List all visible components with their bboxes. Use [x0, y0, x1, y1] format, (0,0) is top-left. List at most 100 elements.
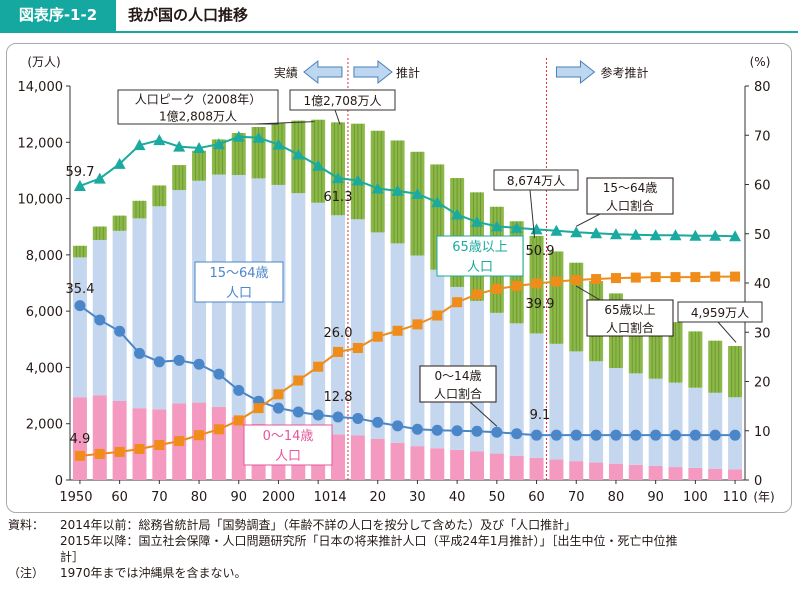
marker-ratio-65-plus	[531, 278, 542, 289]
right-tick-label: 50	[754, 228, 771, 243]
marker-ratio-0-14	[550, 429, 562, 441]
bar-age-15-64	[648, 378, 663, 466]
marker-ratio-15-64	[411, 187, 424, 199]
note-row: 資料： 2014年以前：総務省統計局「国勢調査」（年齢不詳の人口を按分して含めた）…	[8, 517, 677, 533]
bar-age-15-64	[331, 215, 346, 435]
bar-age-15-64	[72, 257, 87, 398]
callout-2110-box	[677, 301, 763, 323]
arrow-suikei-icon	[353, 59, 393, 85]
right-tick-label: 10	[754, 425, 771, 440]
marker-ratio-15-64	[470, 215, 483, 227]
x-tick-label: 20	[369, 490, 386, 505]
callout-peak-text: 1億2,808万人	[159, 110, 237, 124]
marker-ratio-0-14	[233, 384, 245, 396]
arrow-sankou-icon	[555, 59, 596, 85]
value-label-35-4: 35.4	[66, 282, 95, 297]
x-tick-label: 30	[409, 490, 426, 505]
callout-peak-text: 人口ピーク（2008年）	[135, 93, 262, 107]
label-014-ratio-text: 人口割合	[434, 386, 482, 401]
note-row: （注） 1970年までは沖縄県を含まない。	[8, 565, 677, 581]
marker-ratio-65-plus	[452, 297, 463, 308]
label-1564-ratio-text: 15～64歳	[603, 181, 658, 195]
right-tick-label: 0	[754, 474, 762, 489]
right-tick-label: 40	[754, 277, 771, 292]
value-label-50-9: 50.9	[526, 244, 555, 259]
bar-age-0-14	[529, 457, 544, 480]
bar-age-0-14	[569, 461, 584, 480]
x-tick-label: 40	[449, 490, 466, 505]
marker-ratio-15-64	[292, 148, 305, 160]
bar-age-15-64	[489, 312, 504, 454]
phase-label-suikei: 推計	[396, 65, 420, 80]
label-1564-ratio-text: 人口割合	[606, 198, 654, 213]
phase-label-jisseki: 実績	[274, 65, 298, 80]
marker-ratio-0-14	[272, 402, 284, 414]
label-014-ratio-leader	[469, 401, 498, 427]
marker-ratio-65-plus	[293, 375, 304, 386]
right-tick-label: 60	[754, 179, 771, 194]
bar-age-15-64	[132, 218, 147, 409]
x-tick-label: 60	[528, 490, 545, 505]
marker-ratio-15-64	[590, 227, 603, 239]
right-tick-label: 80	[754, 80, 771, 95]
marker-ratio-15-64	[133, 139, 146, 151]
marker-ratio-0-14	[352, 412, 364, 424]
right-tick-label: 70	[754, 129, 771, 144]
label-014-ratio-text: 0～14歳	[435, 369, 482, 383]
marker-ratio-15-64	[510, 221, 523, 233]
bar-age-0-14	[331, 434, 346, 480]
marker-ratio-0-14	[94, 314, 106, 326]
marker-ratio-65-plus	[273, 389, 284, 400]
marker-ratio-15-64	[371, 182, 384, 194]
marker-ratio-65-plus	[690, 272, 701, 283]
left-tick-label: 8,000	[26, 249, 63, 264]
left-tick-label: 12,000	[18, 136, 64, 151]
marker-ratio-15-64	[73, 179, 86, 191]
marker-ratio-65-plus	[213, 424, 224, 435]
right-tick-label: 20	[754, 376, 771, 391]
marker-ratio-15-64	[451, 208, 464, 220]
note-text: 2014年以前：総務省統計局「国勢調査」（年齢不詳の人口を按分して含めた）及び「…	[60, 518, 577, 532]
marker-ratio-15-64	[113, 157, 126, 169]
line-ratio-15-64	[79, 135, 736, 238]
marker-ratio-0-14	[411, 423, 423, 435]
marker-ratio-0-14	[689, 429, 701, 441]
x-tick-label: 100	[683, 490, 708, 505]
value-label-4-9: 4.9	[70, 432, 91, 447]
marker-ratio-65-plus	[710, 271, 721, 282]
bar-age-0-14	[112, 401, 127, 480]
marker-ratio-65-plus	[412, 319, 423, 330]
bar-age-0-14	[549, 459, 564, 480]
marker-ratio-65-plus	[194, 430, 205, 441]
marker-ratio-65-plus	[432, 310, 443, 321]
marker-ratio-65-plus	[174, 436, 185, 447]
bar-age-15-64	[509, 323, 524, 456]
x-tick-label: 90	[230, 490, 247, 505]
marker-ratio-0-14	[511, 428, 523, 440]
value-label-39-9: 39.9	[526, 297, 555, 312]
value-label-9-1: 9.1	[530, 408, 551, 423]
marker-ratio-65-plus	[551, 276, 562, 287]
marker-ratio-15-64	[272, 138, 285, 150]
x-tick-label: 70	[151, 490, 168, 505]
bar-age-0-14	[648, 465, 663, 480]
marker-ratio-15-64	[570, 226, 583, 238]
marker-ratio-0-14	[372, 416, 384, 428]
bar-age-0-14	[390, 442, 405, 480]
marker-ratio-0-14	[570, 429, 582, 441]
marker-ratio-65-plus	[134, 443, 145, 454]
label-1564-pop-text: 人口	[226, 286, 252, 301]
right-tick-label: 30	[754, 326, 771, 341]
marker-ratio-15-64	[332, 172, 345, 184]
bar-age-15-64	[112, 230, 127, 402]
note-row: 計］	[60, 550, 85, 564]
marker-ratio-15-64	[609, 228, 622, 240]
marker-ratio-15-64	[431, 196, 444, 208]
bar-age-0-14	[489, 453, 504, 480]
marker-ratio-0-14	[431, 424, 443, 436]
marker-ratio-15-64	[490, 220, 503, 232]
marker-ratio-65-plus	[670, 272, 681, 283]
marker-ratio-65-plus	[511, 280, 522, 291]
label-1564-ratio-box	[586, 177, 674, 215]
x-tick-label: 50	[489, 490, 506, 505]
